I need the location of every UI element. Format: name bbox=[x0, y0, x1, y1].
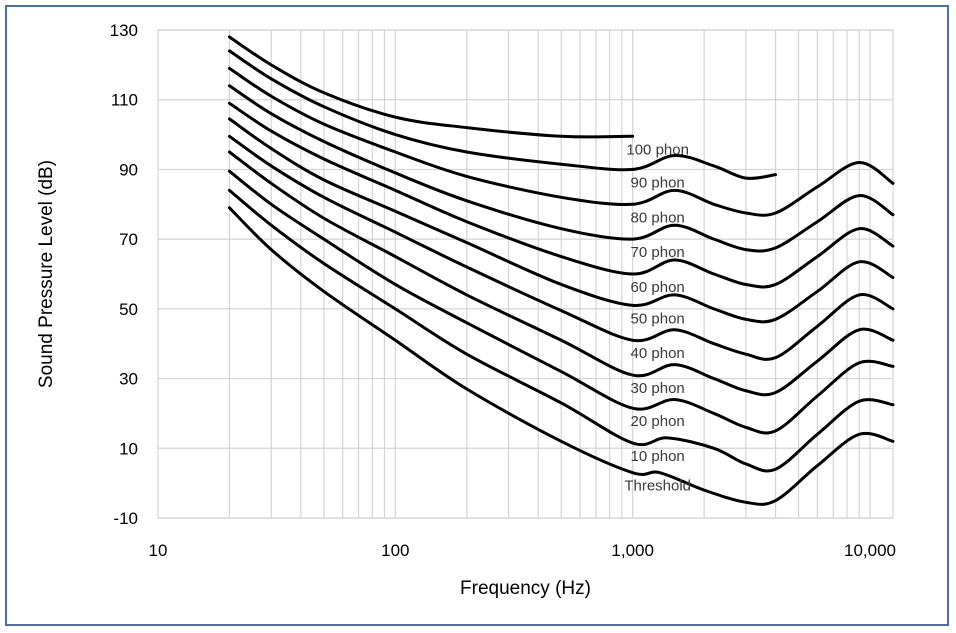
curve-threshold bbox=[227, 206, 895, 506]
y-tick-label: 130 bbox=[110, 21, 138, 40]
x-tick-label: 10 bbox=[149, 541, 168, 560]
y-tick-label: 70 bbox=[119, 230, 138, 249]
curve-label: 10 phon bbox=[631, 448, 685, 465]
curve-label: 50 phon bbox=[631, 310, 685, 327]
curves bbox=[227, 35, 895, 506]
curve-50-phon bbox=[227, 117, 895, 324]
x-tick-label: 10,000 bbox=[844, 541, 896, 560]
plot-area bbox=[157, 29, 894, 519]
curve-90-phon bbox=[227, 49, 778, 180]
curve-40-phon bbox=[227, 134, 895, 361]
chart-frame bbox=[5, 5, 949, 626]
curve-label: 20 phon bbox=[631, 413, 685, 430]
curve-60-phon bbox=[227, 101, 895, 289]
curve-label: 60 phon bbox=[631, 279, 685, 296]
y-tick-label: 10 bbox=[119, 439, 138, 458]
curve-10-phon bbox=[227, 188, 895, 473]
y-tick-label: 110 bbox=[111, 91, 138, 110]
curve-30-phon bbox=[227, 150, 895, 397]
y-tick-label: 30 bbox=[119, 370, 138, 389]
curve-label: 30 phon bbox=[631, 380, 685, 397]
curve-20-phon bbox=[227, 169, 895, 435]
y-tick-label: 50 bbox=[119, 300, 138, 319]
curve-70-phon bbox=[227, 84, 895, 253]
y-axis-title: Sound Pressure Level (dB) bbox=[36, 160, 57, 388]
curve-80-phon bbox=[227, 66, 895, 217]
x-axis-ticks: 10 100 1,000 10,000 bbox=[149, 541, 896, 560]
x-axis-title: Frequency (Hz) bbox=[460, 578, 591, 599]
curve-label: Threshold bbox=[624, 478, 691, 495]
curve-labels: 100 phon 90 phon 80 phon 70 phon 60 phon 50 p… bbox=[624, 141, 691, 494]
y-axis-ticks: -10 10 30 50 70 90 110 130 bbox=[110, 21, 138, 528]
grid bbox=[157, 29, 894, 519]
y-tick-label: 90 bbox=[119, 160, 138, 179]
x-tick-label: 100 bbox=[381, 541, 409, 560]
curve-label: 70 phon bbox=[631, 244, 685, 261]
curve-100-phon bbox=[227, 35, 635, 139]
curve-label: 40 phon bbox=[631, 345, 685, 362]
x-tick-label: 1,000 bbox=[611, 541, 654, 560]
curve-label: 90 phon bbox=[631, 174, 685, 191]
y-tick-label: -10 bbox=[113, 509, 138, 528]
curve-label: 100 phon bbox=[626, 141, 689, 158]
curve-label: 80 phon bbox=[631, 209, 685, 226]
